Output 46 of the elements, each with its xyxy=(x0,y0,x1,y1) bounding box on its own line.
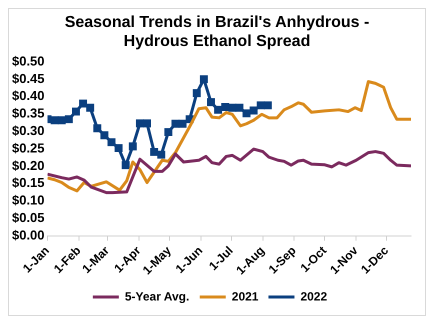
y-tick-label: $0.10 xyxy=(12,192,45,208)
legend-label: 5-Year Avg. xyxy=(124,289,190,304)
legend-label: 2022 xyxy=(300,289,328,304)
point xyxy=(100,131,108,140)
point xyxy=(136,119,144,128)
point xyxy=(143,119,152,128)
chart-title: Seasonal Trends in Brazil's Anhydrous - Hydrous Ethanol Spread xyxy=(64,13,370,51)
point xyxy=(178,120,187,128)
y-tick-label: $0.50 xyxy=(12,53,45,68)
y-tick-label: $0.40 xyxy=(12,88,45,104)
point xyxy=(128,142,137,150)
point xyxy=(186,115,194,124)
point xyxy=(228,104,236,112)
y-tick-label: $0.45 xyxy=(12,70,45,86)
legend-label: 2021 xyxy=(232,289,259,304)
point xyxy=(200,75,208,84)
point xyxy=(171,120,180,128)
point xyxy=(79,100,88,108)
y-tick-label: $0.00 xyxy=(12,227,45,242)
point xyxy=(256,101,265,110)
point xyxy=(164,128,172,136)
y-tick-label: $0.05 xyxy=(12,210,45,225)
point xyxy=(264,101,272,110)
y-tick-label: $0.35 xyxy=(12,106,45,121)
point xyxy=(214,106,222,114)
y-tick-label: $0.30 xyxy=(12,122,45,138)
point xyxy=(108,138,116,146)
y-tick-label: $0.15 xyxy=(12,175,45,190)
point xyxy=(242,109,250,118)
point xyxy=(207,98,215,106)
y-tick-label: $0.20 xyxy=(12,158,45,173)
point xyxy=(122,161,130,170)
point xyxy=(221,103,230,112)
point xyxy=(250,106,258,114)
point xyxy=(86,104,94,112)
point xyxy=(150,148,158,156)
point xyxy=(50,116,59,124)
point xyxy=(235,104,244,112)
point xyxy=(64,115,73,124)
point xyxy=(58,116,66,124)
point xyxy=(114,144,123,152)
point xyxy=(93,124,102,132)
point xyxy=(157,150,166,159)
y-tick-label: $0.25 xyxy=(12,140,45,156)
point xyxy=(192,89,201,98)
point xyxy=(72,108,80,116)
